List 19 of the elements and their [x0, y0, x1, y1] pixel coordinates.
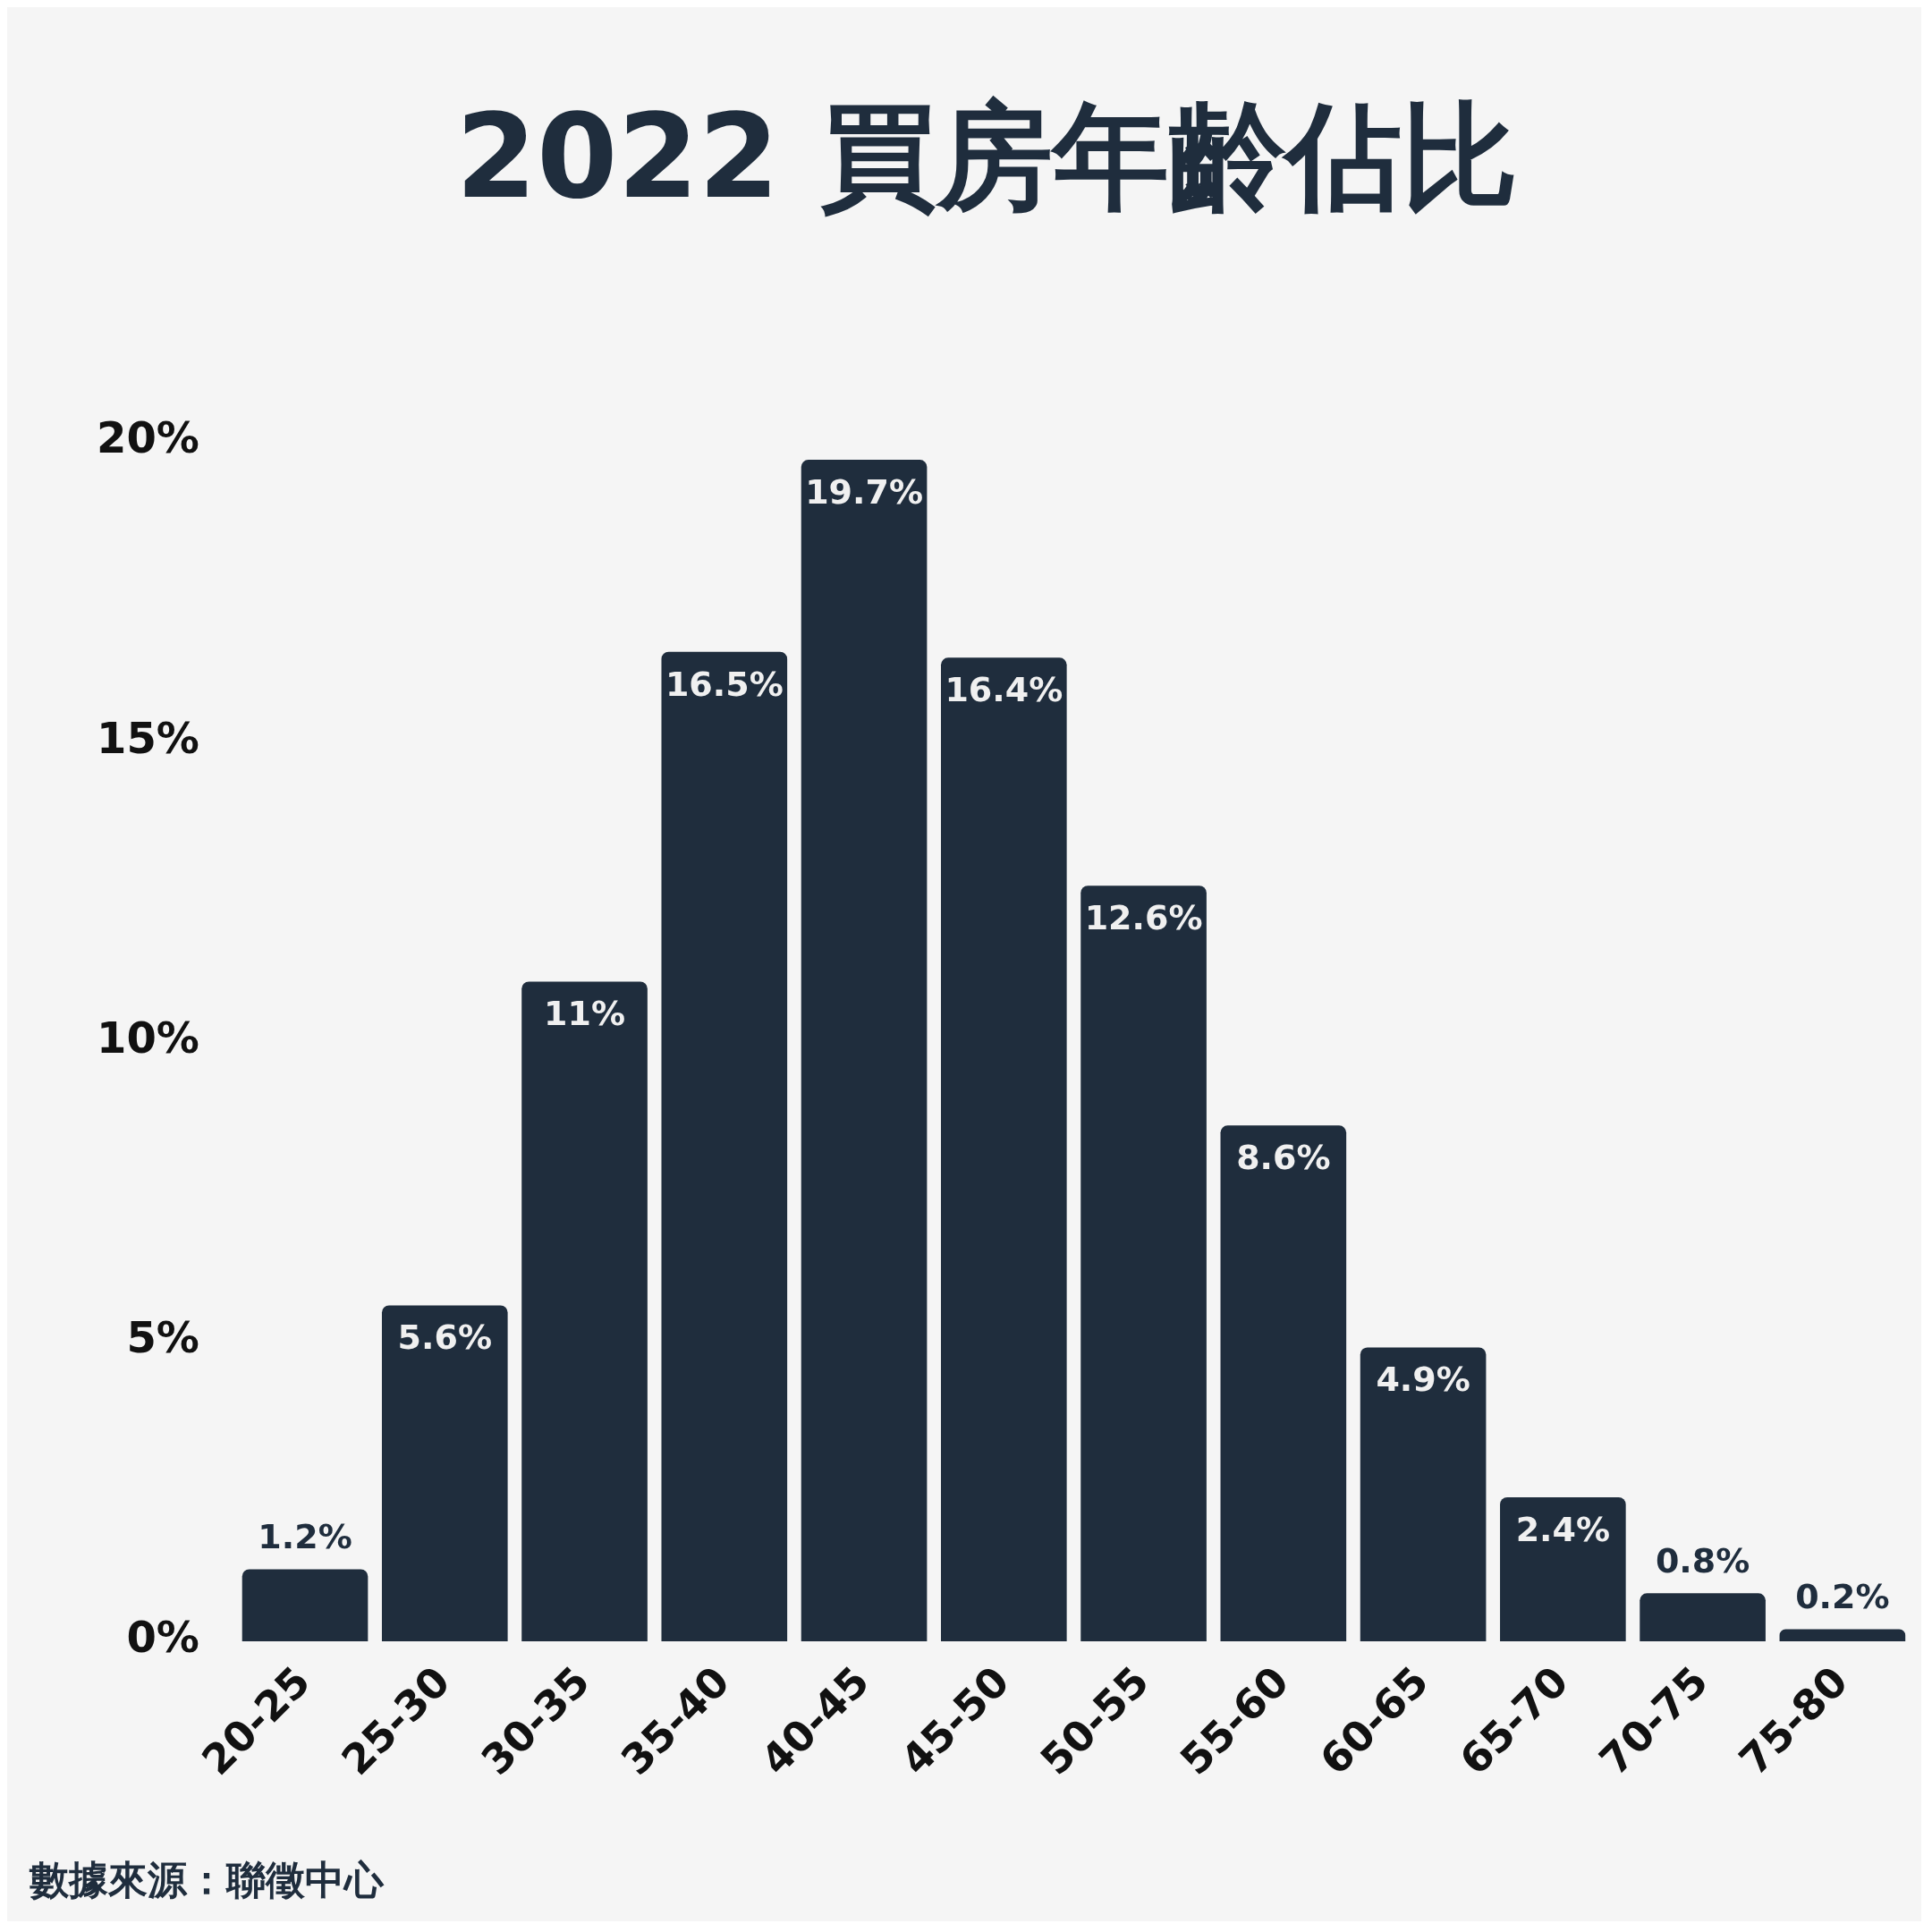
data-label: 1.2% — [258, 1517, 352, 1557]
data-label: 4.9% — [1376, 1360, 1470, 1400]
y-tick-label: 15% — [97, 712, 199, 763]
data-label: 11% — [544, 994, 626, 1034]
y-tick-label: 5% — [126, 1312, 199, 1363]
data-label: 19.7% — [805, 471, 923, 512]
text: 數據來源：聯徵中心 — [29, 1857, 385, 1903]
chart-title: 2022 買房年齡佔比 — [455, 88, 1518, 225]
data-label: 5.6% — [397, 1318, 492, 1358]
data-label: 12.6% — [1084, 898, 1203, 938]
data-label: 16.4% — [945, 670, 1063, 710]
data-label: 2.4% — [1515, 1509, 1611, 1549]
y-tick-label: 20% — [97, 412, 199, 463]
y-tick-label: 10% — [97, 1012, 199, 1063]
data-label: 0.8% — [1655, 1541, 1750, 1581]
data-label: 16.5% — [665, 664, 784, 704]
y-tick-label: 0% — [126, 1612, 199, 1663]
data-label: 8.6% — [1236, 1138, 1331, 1178]
data-label: 0.2% — [1795, 1577, 1890, 1617]
